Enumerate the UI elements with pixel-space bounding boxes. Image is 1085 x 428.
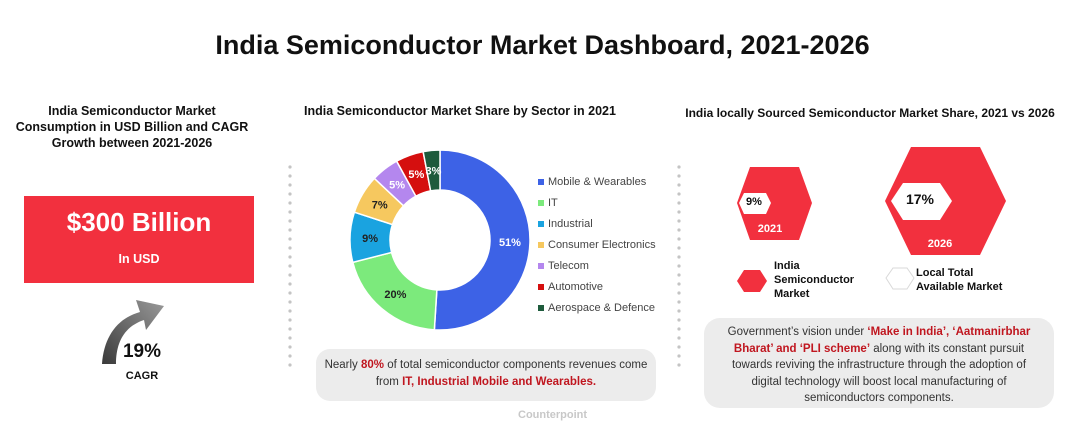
government-vision-note: Government’s vision under ‘Make in India… bbox=[704, 318, 1054, 408]
donut-label-consumer-electronics: 7% bbox=[372, 199, 388, 211]
sector-share-title: India Semiconductor Market Share by Sect… bbox=[304, 104, 616, 118]
legend-hexagon-outline bbox=[885, 267, 915, 290]
vision-note-p2: along with its constant pursuit towards … bbox=[731, 342, 1027, 405]
legend-item: IT bbox=[538, 197, 678, 218]
legend-item: Mobile & Wearables bbox=[538, 176, 678, 197]
cagr-value: 19% bbox=[122, 341, 162, 362]
legend-item: Automotive bbox=[538, 281, 678, 302]
legend-item: Telecom bbox=[538, 260, 678, 281]
donut-label-telecom: 5% bbox=[389, 180, 405, 192]
hexagon-2021-inner bbox=[739, 193, 771, 214]
vision-note-p1: Government’s vision under bbox=[727, 326, 868, 338]
market-size-box: $300 Billion In USD bbox=[24, 196, 254, 283]
donut-label-industrial: 9% bbox=[362, 233, 378, 245]
local-share-title: India locally Sourced Semiconductor Mark… bbox=[685, 106, 1055, 120]
year-2026-label: 2026 bbox=[927, 238, 953, 250]
donut-slice-mobile-wearables bbox=[433, 149, 531, 331]
year-2021-label: 2021 bbox=[757, 223, 783, 235]
donut-label-it: 20% bbox=[384, 289, 406, 301]
legend-label: Industrial bbox=[548, 218, 593, 230]
divider-right bbox=[677, 165, 681, 367]
consumption-title: India Semiconductor Market Consumption i… bbox=[15, 104, 249, 150]
revenue-note-highlight-sectors: IT, Industrial Mobile and Wearables. bbox=[402, 376, 597, 388]
legend-item: Industrial bbox=[538, 218, 678, 239]
market-size-unit: In USD bbox=[118, 252, 160, 266]
legend-label: IT bbox=[548, 197, 558, 209]
cagr-label: CAGR bbox=[125, 370, 159, 382]
sector-donut-chart: 51%20%9%7%5%5% 3% bbox=[349, 149, 531, 331]
donut-label-mobile-wearables: 51% bbox=[499, 237, 521, 249]
legend-swatch bbox=[538, 200, 544, 206]
legend-swatch bbox=[538, 284, 544, 290]
divider-left bbox=[288, 165, 292, 367]
revenue-note-prefix: Nearly bbox=[324, 359, 362, 371]
donut-slice-aerospace-defence bbox=[422, 149, 441, 192]
legend-item: Consumer Electronics bbox=[538, 239, 678, 260]
legend-india-market: India Semiconductor Market bbox=[774, 260, 855, 300]
donut-label-automotive: 5% bbox=[408, 169, 424, 181]
counterpoint-watermark: Counterpoint bbox=[518, 409, 588, 421]
legend-label: Mobile & Wearables bbox=[548, 176, 647, 188]
revenue-note: Nearly 80% of total semiconductor compon… bbox=[316, 349, 656, 401]
revenue-note-middle: of total semiconductor components revenu… bbox=[375, 359, 648, 388]
legend-label: Telecom bbox=[548, 260, 589, 272]
legend-label: Consumer Electronics bbox=[548, 239, 656, 251]
share-2021-value: 9% bbox=[746, 196, 762, 208]
market-size-value: $300 Billion bbox=[66, 207, 212, 237]
vision-note-highlight: ‘Make in India’, ‘Aatmanirbhar Bharat’ a… bbox=[733, 326, 1031, 355]
sector-legend: Mobile & Wearables IT Industrial Consumer E… bbox=[538, 176, 678, 323]
legend-label: Automotive bbox=[548, 281, 604, 293]
curved-up-arrow-icon bbox=[102, 300, 164, 364]
share-2026-value: 17% bbox=[905, 191, 935, 207]
legend-item: Aerospace & Defence bbox=[538, 302, 678, 323]
legend-swatch bbox=[538, 179, 544, 185]
legend-swatch bbox=[538, 242, 544, 248]
legend-hexagon-filled bbox=[737, 270, 767, 292]
legend-swatch bbox=[538, 305, 544, 311]
legend-swatch bbox=[538, 263, 544, 269]
hexagon-2026-inner bbox=[891, 183, 952, 220]
legend-swatch bbox=[538, 221, 544, 227]
legend-local-tam: Local Total Available Market bbox=[916, 267, 1003, 293]
dashboard-title: India Semiconductor Market Dashboard, 20… bbox=[215, 30, 870, 60]
donut-label-aerospace-defence: 3% bbox=[425, 165, 441, 177]
revenue-note-highlight-percent: 80% bbox=[361, 359, 385, 371]
legend-label: Aerospace & Defence bbox=[548, 302, 656, 314]
hexagon-2021 bbox=[737, 167, 812, 240]
